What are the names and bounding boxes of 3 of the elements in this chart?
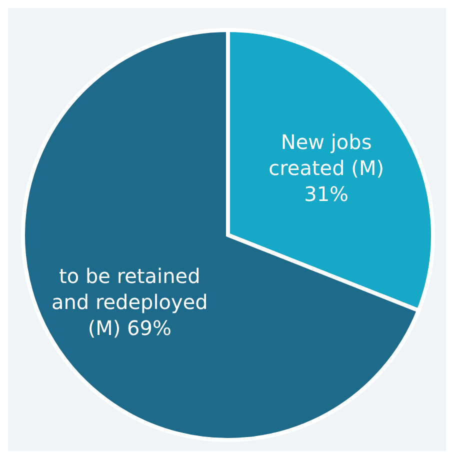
data-label: 31% — [304, 182, 349, 206]
slice-label: to be retained and redeployed (M) 69% — [51, 264, 208, 340]
slice-label: New jobs created (M) — [268, 130, 384, 180]
